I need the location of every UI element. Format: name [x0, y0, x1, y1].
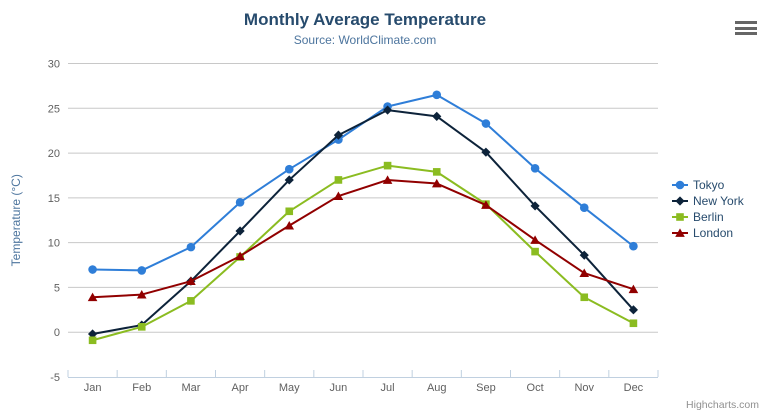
context-menu-button[interactable]	[733, 19, 759, 40]
y-axis-label: 20	[48, 148, 60, 160]
x-axis-label: Mar	[181, 382, 200, 394]
x-axis-label: Jul	[381, 382, 395, 394]
legend-label: New York	[693, 194, 744, 208]
data-point-london[interactable]	[87, 292, 98, 302]
legend-item-london[interactable]: London	[671, 225, 744, 241]
data-point-london[interactable]	[333, 191, 344, 200]
data-point-berlin[interactable]	[580, 293, 589, 302]
series-line-berlin[interactable]	[92, 164, 634, 342]
data-point-new-york[interactable]	[530, 201, 540, 211]
data-point-berlin[interactable]	[531, 247, 539, 256]
x-axis-label: Aug	[427, 382, 447, 394]
data-point-london[interactable]	[431, 178, 442, 188]
data-point-tokyo[interactable]	[186, 242, 196, 252]
hamburger-icon	[735, 21, 757, 35]
data-point-new-york[interactable]	[284, 175, 294, 185]
data-point-london[interactable]	[136, 289, 147, 299]
x-axis-label: Jun	[330, 382, 348, 394]
data-point-berlin[interactable]	[383, 161, 392, 170]
x-axis-label: Dec	[624, 382, 644, 394]
series-line-tokyo[interactable]	[92, 93, 635, 272]
data-point-berlin[interactable]	[432, 168, 441, 176]
data-point-new-york[interactable]	[579, 250, 589, 260]
legend-marker-square-icon	[672, 213, 688, 221]
y-axis-label: 10	[48, 238, 60, 250]
data-point-berlin[interactable]	[629, 319, 638, 328]
x-axis-label: Oct	[527, 382, 544, 394]
x-axis-label: Feb	[132, 382, 151, 394]
series-line-london[interactable]	[92, 178, 634, 299]
data-point-london[interactable]	[530, 235, 540, 244]
y-axis-label: -5	[50, 372, 60, 384]
data-point-london[interactable]	[186, 276, 196, 286]
data-point-new-york[interactable]	[481, 147, 491, 157]
data-point-tokyo[interactable]	[88, 265, 97, 274]
legend-label: Berlin	[693, 210, 724, 224]
credits-link[interactable]: Highcharts.com	[686, 399, 759, 411]
data-point-new-york[interactable]	[87, 329, 98, 339]
x-axis-label: Sep	[476, 382, 496, 394]
legend-item-new-york[interactable]: New York	[671, 193, 744, 209]
data-point-tokyo[interactable]	[530, 163, 540, 173]
data-point-london[interactable]	[628, 284, 639, 294]
y-axis-title: Temperature (°C)	[9, 174, 23, 266]
legend: Tokyo New York Berlin London	[671, 177, 744, 241]
y-axis-label: 15	[48, 193, 60, 205]
data-point-london[interactable]	[481, 200, 491, 209]
data-point-tokyo[interactable]	[579, 203, 589, 213]
legend-marker-triangle-icon	[672, 228, 688, 237]
data-point-new-york[interactable]	[382, 105, 393, 115]
x-axis-label: Nov	[574, 382, 594, 394]
data-point-new-york[interactable]	[235, 226, 245, 236]
data-point-tokyo[interactable]	[481, 119, 491, 128]
legend-marker-diamond-icon	[672, 196, 688, 206]
data-point-berlin[interactable]	[137, 323, 146, 331]
y-axis-label: 30	[48, 59, 60, 71]
data-point-new-york[interactable]	[333, 130, 344, 140]
series-line-new-york[interactable]	[92, 109, 635, 335]
data-point-berlin[interactable]	[334, 176, 343, 184]
data-point-tokyo[interactable]	[137, 266, 147, 275]
legend-item-tokyo[interactable]: Tokyo	[671, 177, 744, 193]
data-point-london[interactable]	[579, 268, 590, 277]
x-axis-label: Apr	[232, 382, 249, 394]
legend-label: London	[693, 226, 734, 240]
data-point-berlin[interactable]	[187, 297, 195, 305]
x-axis-label: Jan	[84, 382, 102, 394]
legend-item-berlin[interactable]: Berlin	[671, 209, 744, 225]
y-axis-label: 5	[54, 282, 60, 294]
y-axis-label: 25	[48, 103, 60, 115]
legend-label: Tokyo	[693, 178, 725, 192]
data-point-tokyo[interactable]	[235, 198, 245, 207]
data-point-new-york[interactable]	[432, 111, 442, 121]
data-point-berlin[interactable]	[88, 336, 97, 345]
y-axis-label: 0	[54, 327, 60, 339]
data-point-tokyo[interactable]	[629, 241, 638, 251]
data-point-london[interactable]	[382, 175, 393, 184]
data-point-berlin[interactable]	[285, 207, 294, 216]
data-point-london[interactable]	[235, 251, 245, 260]
x-axis-label: May	[279, 382, 300, 394]
legend-marker-circle-icon	[672, 180, 688, 190]
data-point-tokyo[interactable]	[284, 164, 294, 174]
data-point-new-york[interactable]	[628, 305, 639, 315]
data-point-tokyo[interactable]	[432, 90, 442, 100]
data-point-london[interactable]	[284, 221, 295, 230]
